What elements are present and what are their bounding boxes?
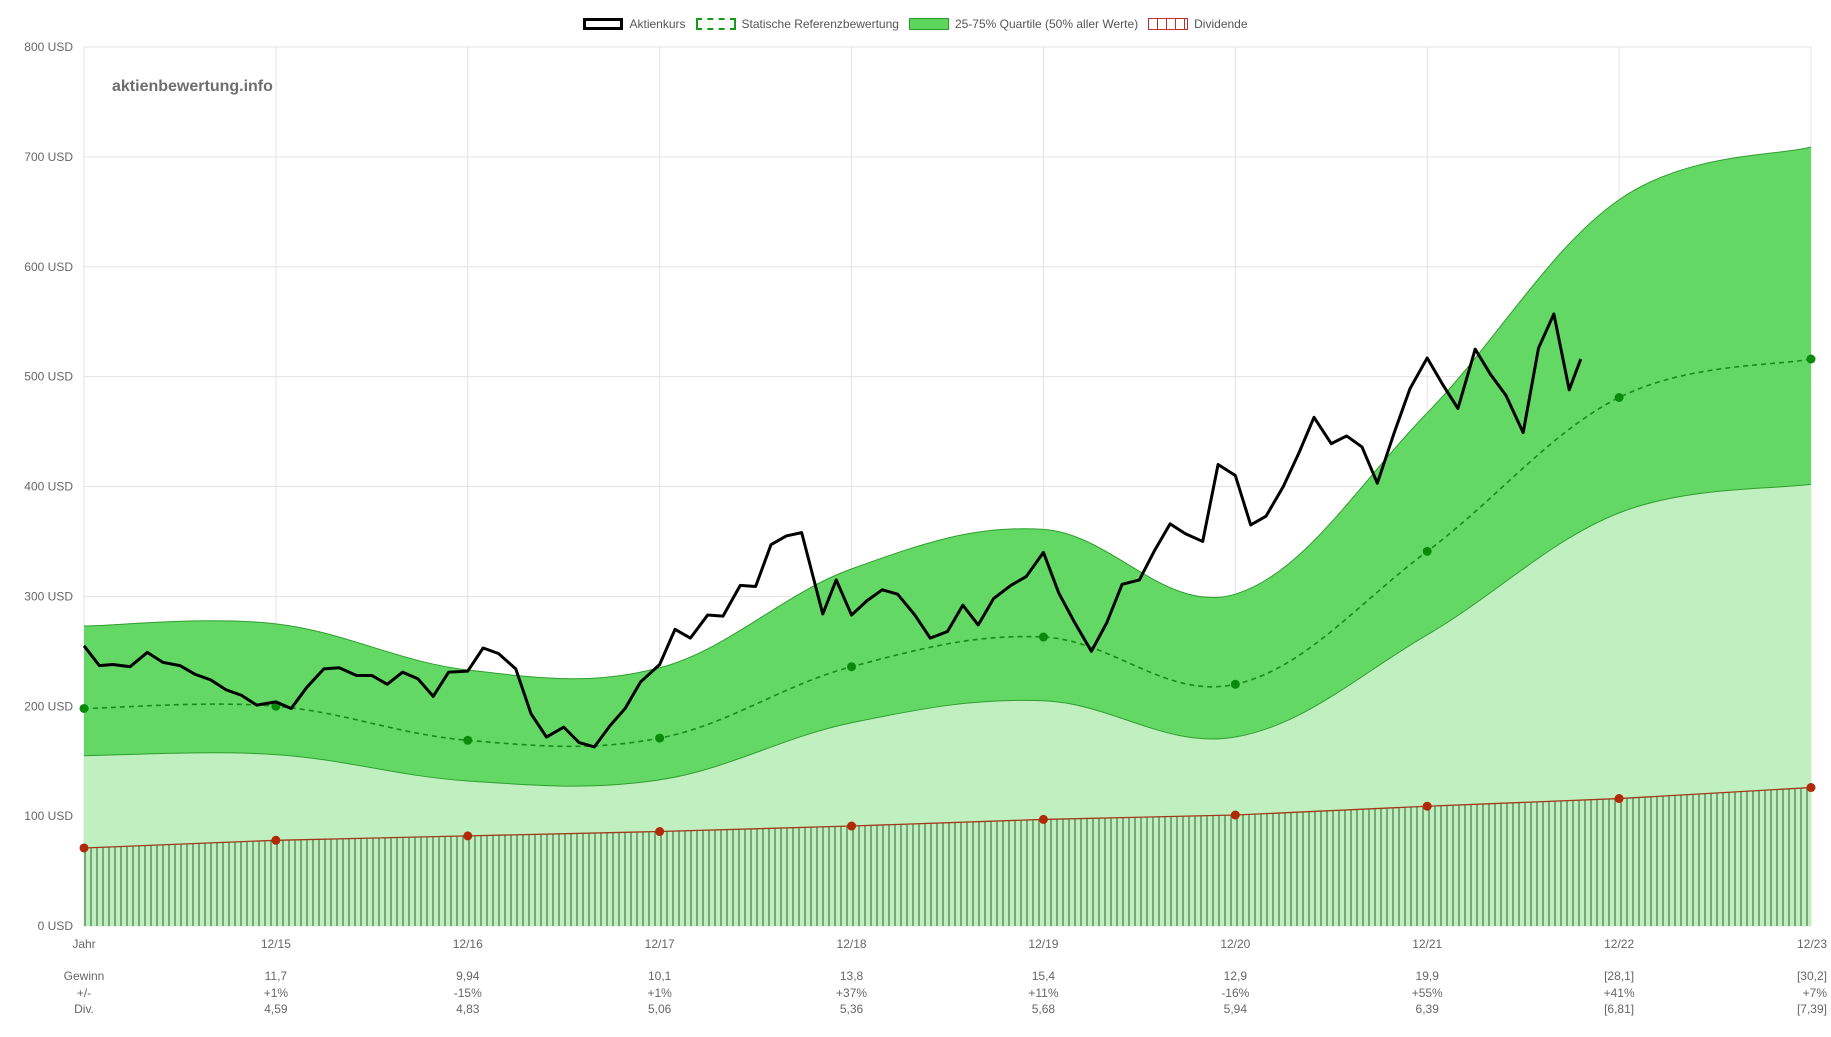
table-cell-0-1: 11,7 [265,969,288,983]
y-tick-label-4: 400 USD [24,480,73,494]
dividend-point-2 [463,831,473,841]
x-tick-label-4: 12/18 [837,937,867,951]
y-tick-label-7: 700 USD [24,150,73,164]
legend-item-dividende[interactable]: Dividende [1148,17,1248,31]
x-tick-label-2: 12/16 [453,937,483,951]
legend-label-quartile: 25-75% Quartile (50% aller Werte) [954,17,1139,31]
table-cell-1-4: +37% [836,986,867,1000]
dividend-point-8 [1614,794,1624,804]
table-cell-0-5: 15,4 [1032,969,1056,983]
legend-swatch-quartile [908,18,949,30]
y-tick-label-3: 300 USD [24,589,73,603]
dividend-point-3 [655,827,665,837]
table-cell-1-7: +55% [1412,986,1443,1000]
table-cell-0-2: 9,94 [456,969,480,983]
x-tick-label-7: 12/21 [1412,937,1442,951]
dividend-point-1 [271,835,281,845]
quartile-band-fill [84,146,1811,787]
price-series [82,312,1583,749]
dividend-point-0 [79,843,89,853]
lower-quartile-area [84,484,1811,848]
reference-series [79,354,1816,748]
table-cell-0-4: 13,8 [840,969,864,983]
table-cell-0-3: 10,1 [648,969,672,983]
table-cell-1-3: +1% [647,986,672,1000]
y-tick-label-1: 100 USD [24,809,73,823]
y-tick-label-0: 0 USD [38,919,74,933]
legend: Aktienkurs Statische Referenzbewertung 2… [0,17,1831,31]
table-cell-2-3: 5,06 [648,1002,672,1016]
quartile-lower-line [83,483,1812,787]
table-cell-0-8: [28,1] [1604,969,1634,983]
table-cell-0-9: [30,2] [1797,969,1827,983]
table-cell-2-8: [6,81] [1604,1002,1634,1016]
dividend-point-5 [1038,814,1048,824]
table-cell-0-6: 12,9 [1224,969,1248,983]
table-cell-2-1: 4,59 [264,1002,288,1016]
table-cell-1-8: +41% [1604,986,1635,1000]
legend-label-aktienkurs: Aktienkurs [629,17,686,31]
x-tick-label-8: 12/22 [1604,937,1634,951]
dividend-series [79,783,1816,926]
x-axis: Jahr 12/15 12/16 12/17 12/18 12/19 12/20 12/21 1… [72,937,1827,951]
dividend-point-4 [847,821,857,831]
legend-item-aktienkurs[interactable]: Aktienkurs [583,17,686,31]
reference-point-6 [1230,679,1240,689]
y-axis: 0 USD 100 USD 200 USD 300 USD 400 USD 500 USD… [24,40,73,933]
legend-swatch-aktienkurs [583,18,624,30]
x-tick-label-0: Jahr [72,937,95,951]
reference-point-7 [1422,546,1432,556]
dividend-point-6 [1230,810,1240,820]
legend-item-quartile[interactable]: 25-75% Quartile (50% aller Werte) [908,17,1139,31]
reference-line [83,358,1812,748]
table-row-label-2: Div. [74,1002,94,1016]
reference-point-4 [847,662,857,672]
reference-point-0 [79,703,89,713]
reference-point-9 [1806,354,1816,364]
legend-item-referenz[interactable]: Statische Referenzbewertung [695,17,899,31]
legend-swatch-dividende [1148,18,1189,30]
watermark: aktienbewertung.info [112,78,273,95]
y-tick-label-5: 500 USD [24,370,73,384]
legend-label-referenz: Statische Referenzbewertung [741,17,899,31]
y-tick-label-6: 600 USD [24,260,73,274]
x-tick-label-5: 12/19 [1028,937,1058,951]
table-cell-1-6: -16% [1221,986,1249,1000]
table-cell-1-2: -15% [454,986,482,1000]
dividend-line [83,786,1812,849]
data-table: Gewinn 11,7 9,94 10,1 13,8 15,4 12,9 19,9 [28,1]… [64,969,1828,1016]
reference-point-3 [655,733,665,743]
table-cell-2-5: 5,68 [1032,1002,1056,1016]
table-cell-2-2: 4,83 [456,1002,480,1016]
table-cell-1-9: +7% [1803,986,1828,1000]
table-cell-2-7: 6,39 [1416,1002,1440,1016]
table-row-label-1: +/- [77,986,91,1000]
reference-point-8 [1614,393,1624,403]
quartile-upper-line [83,146,1812,680]
lower-quartile-fill [84,484,1811,848]
table-cell-2-6: 5,94 [1224,1002,1248,1016]
x-tick-label-1: 12/15 [261,937,291,951]
table-cell-2-4: 5,36 [840,1002,864,1016]
table-cell-1-1: +1% [264,986,289,1000]
legend-label-dividende: Dividende [1194,17,1248,31]
price-line [82,312,1583,749]
dividend-point-9 [1806,783,1816,793]
x-tick-label-3: 12/17 [645,937,675,951]
table-cell-2-9: [7,39] [1797,1002,1827,1016]
quartile-band [83,146,1812,787]
dividend-point-7 [1422,801,1432,811]
table-row-label-0: Gewinn [64,969,105,983]
y-tick-label-2: 200 USD [24,699,73,713]
reference-point-5 [1038,632,1048,642]
x-tick-label-9: 12/23 [1797,937,1827,951]
legend-swatch-referenz [695,18,736,30]
reference-point-2 [463,735,473,745]
x-tick-label-6: 12/20 [1220,937,1250,951]
table-cell-1-5: +11% [1028,986,1058,1000]
y-tick-label-8: 800 USD [24,40,73,54]
dividend-area [84,787,1811,926]
table-cell-0-7: 19,9 [1416,969,1440,983]
